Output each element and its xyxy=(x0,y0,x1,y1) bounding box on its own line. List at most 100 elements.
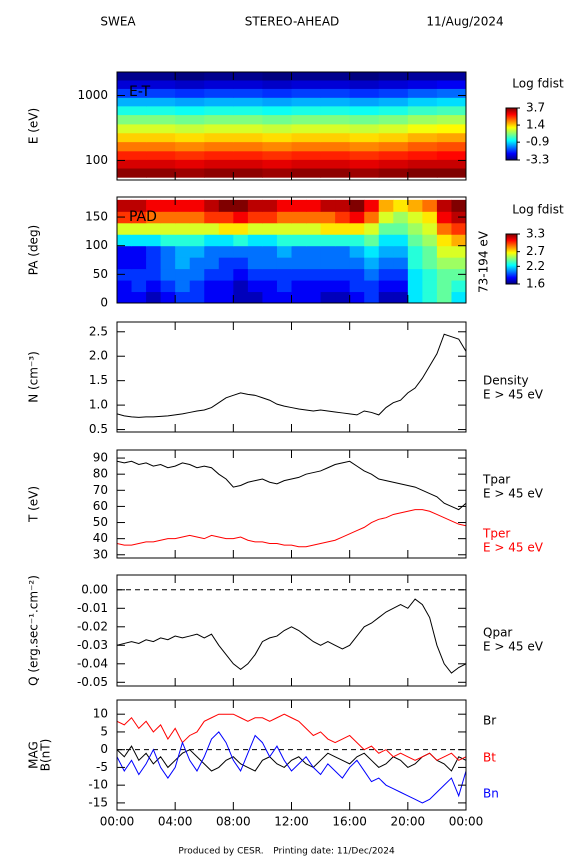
colorbar-label: 1.4 xyxy=(526,118,545,132)
x-tick-label: 16:00 xyxy=(332,815,367,829)
heat-cell xyxy=(262,105,292,116)
heat-cell xyxy=(436,268,452,281)
heat-cell xyxy=(233,291,249,303)
heat-cell xyxy=(320,159,351,169)
heat-cell xyxy=(349,88,380,98)
colorbar xyxy=(505,233,518,285)
heat-cell xyxy=(291,222,307,235)
heat-cell xyxy=(233,211,249,224)
heat-cell xyxy=(146,280,162,293)
heat-cell xyxy=(146,234,162,247)
heat-cell xyxy=(262,211,278,224)
heat-cell xyxy=(306,199,322,212)
heat-cell xyxy=(335,199,351,212)
heat-cell xyxy=(117,72,147,81)
heat-cell xyxy=(436,280,452,293)
heat-cell xyxy=(393,291,409,303)
data-line xyxy=(117,460,466,511)
heat-cell xyxy=(204,211,220,224)
heat-cell xyxy=(378,132,409,143)
y-tick-label: 1.0 xyxy=(89,398,108,412)
heat-cell xyxy=(407,280,423,293)
heat-cell xyxy=(175,291,191,303)
heat-cell xyxy=(364,257,380,270)
heat-cell xyxy=(276,211,292,224)
colorbar-label: -3.3 xyxy=(526,153,549,167)
heat-cell xyxy=(422,222,438,235)
heat-cell xyxy=(204,159,234,169)
heat-cell xyxy=(175,234,191,247)
heat-cell xyxy=(247,268,263,281)
legend-name: Bn xyxy=(483,787,499,801)
heat-cell xyxy=(276,234,292,247)
y-tick-label: -10 xyxy=(88,778,108,792)
heat-cell xyxy=(291,150,322,160)
y-tick-label: 5 xyxy=(100,724,108,738)
heat-cell xyxy=(378,80,409,89)
heat-cell xyxy=(204,123,234,134)
heat-cell xyxy=(349,132,380,143)
heat-cell xyxy=(407,88,438,98)
heat-cell xyxy=(407,150,438,160)
heat-cell xyxy=(436,123,466,134)
heat-cell xyxy=(160,245,176,258)
heat-cell xyxy=(262,168,292,178)
footer-produced: Produced by CESR. xyxy=(178,847,263,857)
heat-cell xyxy=(218,245,234,258)
heat-cell xyxy=(233,123,263,134)
y-tick-label: 80 xyxy=(93,467,108,481)
heat-cell xyxy=(160,268,176,281)
y-axis-label: E (eV) xyxy=(27,108,41,144)
axes-frame xyxy=(116,574,467,687)
y-tick-label: 50 xyxy=(93,267,108,281)
heat-cell xyxy=(349,291,365,303)
heat-cell xyxy=(131,222,147,235)
heat-cell xyxy=(276,222,292,235)
y-tick-label: 70 xyxy=(93,483,108,497)
heat-cell xyxy=(393,222,409,235)
heat-cell xyxy=(320,199,336,212)
heat-cell xyxy=(146,72,176,81)
heat-cell xyxy=(131,280,147,293)
heat-cell xyxy=(407,291,423,303)
heat-cell xyxy=(117,105,147,116)
y-tick-label: 40 xyxy=(93,531,108,545)
heat-cell xyxy=(131,291,147,303)
heat-cell xyxy=(233,141,263,152)
heat-cell xyxy=(262,291,278,303)
heat-cell xyxy=(436,105,466,116)
heat-cell xyxy=(233,88,263,98)
heat-cell xyxy=(407,123,438,134)
heat-cell xyxy=(407,159,438,169)
heat-cell xyxy=(349,199,365,212)
heat-cell xyxy=(160,257,176,270)
heat-cell xyxy=(233,234,249,247)
heat-cell xyxy=(335,211,351,224)
heat-cell xyxy=(160,291,176,303)
heat-cell xyxy=(320,222,336,235)
heat-cell xyxy=(349,280,365,293)
heat-cell xyxy=(117,132,147,143)
heat-cell xyxy=(218,222,234,235)
heat-cell xyxy=(189,234,205,247)
x-tick-label: 00:00 xyxy=(449,815,484,829)
heat-cell xyxy=(364,291,380,303)
y-tick-label: -15 xyxy=(88,795,108,809)
y-tick-label: 1.5 xyxy=(89,373,108,387)
heat-cell xyxy=(306,234,322,247)
heat-cell xyxy=(451,222,466,235)
heat-cell xyxy=(218,268,234,281)
heat-cell xyxy=(276,291,292,303)
heat-cell xyxy=(364,222,380,235)
heat-cell xyxy=(422,257,438,270)
heat-cell xyxy=(436,291,452,303)
colorbar-label: 3.3 xyxy=(526,227,545,241)
heat-cell xyxy=(306,291,322,303)
heat-cell xyxy=(233,245,249,258)
heat-cell xyxy=(407,105,438,116)
heat-cell xyxy=(407,114,438,125)
heat-cell xyxy=(349,211,365,224)
heat-cell xyxy=(320,105,351,116)
heat-cell xyxy=(218,211,234,224)
plot-area xyxy=(117,199,466,303)
